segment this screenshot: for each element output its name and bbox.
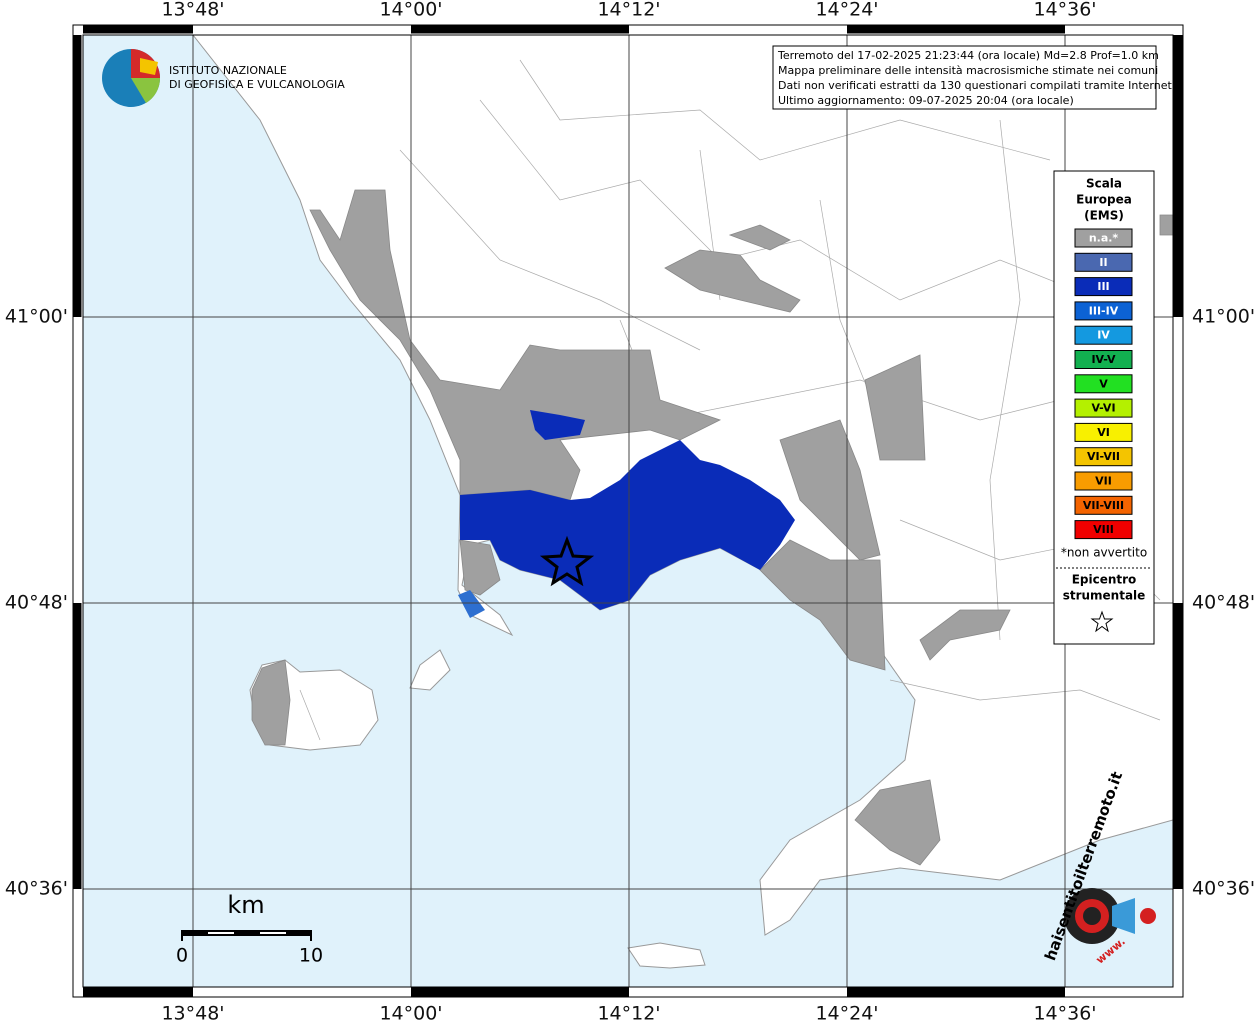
legend-label: VII-VIII (1083, 499, 1124, 512)
latitude-label: 40°48' (1192, 592, 1255, 614)
legend-swatch (1074, 350, 1133, 369)
longitude-label: 14°12' (597, 0, 660, 21)
longitude-label: 14°00' (379, 0, 442, 21)
longitude-label: 13°48' (161, 1003, 224, 1025)
legend-swatch (1074, 374, 1133, 394)
legend-swatch (1074, 398, 1133, 418)
legend-label: III-IV (1089, 304, 1119, 317)
intensity-iii-area (530, 410, 585, 440)
legend-swatch (1074, 422, 1133, 442)
legend-label: II (1099, 256, 1107, 269)
epicenter (539, 535, 595, 587)
scale-label: 0 (176, 945, 188, 967)
frame (72, 24, 1184, 998)
logo-text: ISTITUTO NAZIONALE (169, 64, 287, 77)
legend-label: VII (1095, 475, 1112, 488)
graticule (83, 35, 1173, 987)
scale-label: 10 (299, 945, 323, 967)
latitude-label: 41°00' (5, 306, 68, 328)
legend-note: *non avvertito (1061, 546, 1147, 560)
header-line: Terremoto del 17-02-2025 21:23:44 (ora l… (777, 49, 1159, 62)
legend-title: Scala (1086, 177, 1122, 191)
legend-title: (EMS) (1084, 209, 1124, 223)
legend-label: V-VI (1091, 402, 1115, 415)
coordinate-labels: 13°48' 13°48' 14°00' 14°00' 14°12' 14°12' 14°2… (5, 0, 1255, 1025)
legend-label: III (1097, 280, 1109, 293)
legend-label: VI-VII (1087, 450, 1120, 463)
longitude-label: 13°48' (161, 0, 224, 21)
legend-label: V (1099, 377, 1108, 390)
latitude-label: 41°00' (1192, 306, 1255, 328)
legend-label: VI (1097, 426, 1110, 439)
longitude-label: 14°36' (1033, 0, 1096, 21)
longitude-label: 14°24' (815, 0, 878, 21)
header-line: Mappa preliminare delle intensità macros… (778, 64, 1158, 77)
legend-label: IV (1097, 329, 1110, 342)
legend-title: Europea (1076, 193, 1132, 207)
longitude-label: 14°36' (1033, 1003, 1096, 1025)
legend-swatch (1074, 495, 1133, 515)
legend-swatch (1074, 277, 1133, 297)
logo-text: DI GEOFISICA E VULCANOLOGIA (169, 78, 345, 91)
legend-label: n.a.* (1089, 232, 1119, 245)
legend-label: IV-V (1091, 353, 1116, 366)
intensity-areas (251, 189, 1174, 866)
legend-swatch (1074, 447, 1133, 467)
intensity-iii-area (460, 440, 795, 610)
latitude-label: 40°36' (5, 878, 68, 900)
latitude-label: 40°48' (5, 592, 68, 614)
legend-epicenter: Epicentro (1072, 573, 1137, 587)
ingv-logo: ISTITUTO NAZIONALE DI GEOFISICA E VULCAN… (102, 49, 345, 107)
legend-label: VIII (1093, 523, 1114, 536)
legend-swatch (1074, 252, 1133, 272)
legend-epicenter: strumentale (1063, 589, 1146, 603)
legend-swatch (1074, 520, 1133, 540)
legend-swatch (1074, 301, 1133, 321)
legend: ScalaEuropea(EMS)n.a.*IIIIIIII-IVIVIV-VV… (1053, 170, 1155, 645)
header-line: Dati non verificati estratti da 130 ques… (778, 79, 1175, 92)
scale-unit: km (227, 891, 264, 919)
legend-swatch (1074, 325, 1133, 345)
latitude-label: 40°36' (1192, 878, 1255, 900)
legend-swatch (1074, 471, 1133, 491)
header-line: Ultimo aggiornamento: 09-07-2025 20:04 (… (778, 94, 1074, 107)
longitude-label: 14°24' (815, 1003, 878, 1025)
longitude-label: 14°00' (379, 1003, 442, 1025)
longitude-label: 14°12' (597, 1003, 660, 1025)
scale-bar: km 0 10 (176, 891, 323, 967)
intensity-iii-iv-area (458, 590, 485, 618)
header-box: Terremoto del 17-02-2025 21:23:44 (ora l… (772, 45, 1175, 110)
legend-star (1090, 610, 1114, 633)
legend-swatch (1074, 228, 1133, 248)
